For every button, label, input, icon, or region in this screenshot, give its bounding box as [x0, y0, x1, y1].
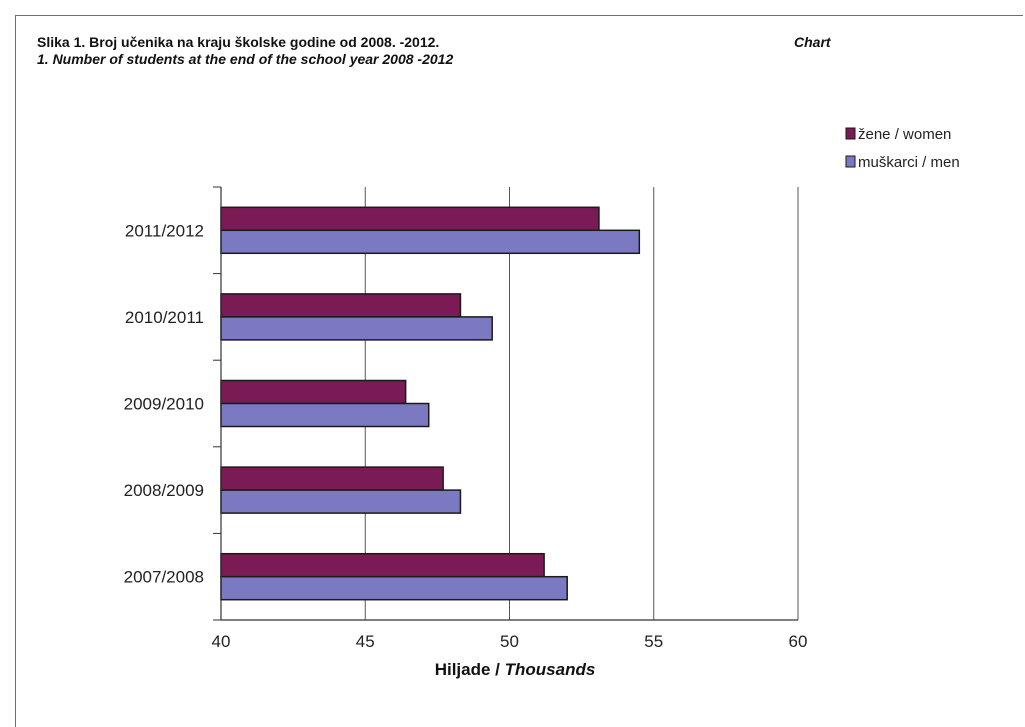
bar-women-2011-2012	[220, 206, 600, 232]
bars	[220, 206, 641, 601]
legend: žene / women muškarci / men	[845, 126, 960, 171]
chart-frame	[15, 15, 1023, 727]
bar-women-2007-2008	[220, 552, 545, 578]
legend-label-women: žene / women	[858, 126, 951, 143]
legend-swatch-women	[845, 127, 856, 140]
x-axis-title-main: Hiljade /	[434, 660, 505, 679]
y-tick-label: 2011/2012	[125, 221, 204, 240]
y-tick-label: 2007/2008	[124, 568, 204, 587]
bar-men-2009-2010	[220, 402, 430, 428]
x-tick-label: 60	[789, 632, 808, 651]
bar-women-2009-2010	[220, 379, 407, 405]
chart-tag: Chart	[794, 34, 831, 50]
bar-men-2007-2008	[220, 575, 568, 601]
bar-men-2010-2011	[220, 316, 493, 341]
y-tick-label: 2008/2009	[124, 481, 204, 500]
bar-men-2011-2012	[220, 229, 641, 255]
x-tick-label: 45	[356, 632, 375, 651]
bar-women-2008-2009	[220, 466, 444, 491]
bar-men-2008-2009	[220, 489, 462, 514]
y-tick-label: 2010/2011	[125, 308, 204, 327]
chart-subtitle: 1. Number of students at the end of the …	[37, 51, 454, 67]
x-axis-title-italic: Thousands	[504, 660, 596, 679]
x-tick-label: 40	[212, 632, 231, 651]
legend-label-men: muškarci / men	[858, 154, 960, 171]
bar-women-2010-2011	[220, 293, 462, 318]
x-tick-label: 55	[644, 632, 663, 651]
y-tick-label: 2009/2010	[124, 395, 204, 414]
legend-swatch-men	[845, 155, 856, 168]
tick-labels: 2007/2008 2008/2009 2009/2010 2010/2011 2011…	[124, 221, 808, 651]
chart-title: Slika 1. Broj učenika na kraju školske g…	[37, 34, 440, 50]
x-tick-label: 50	[500, 632, 519, 651]
axes	[213, 186, 798, 621]
